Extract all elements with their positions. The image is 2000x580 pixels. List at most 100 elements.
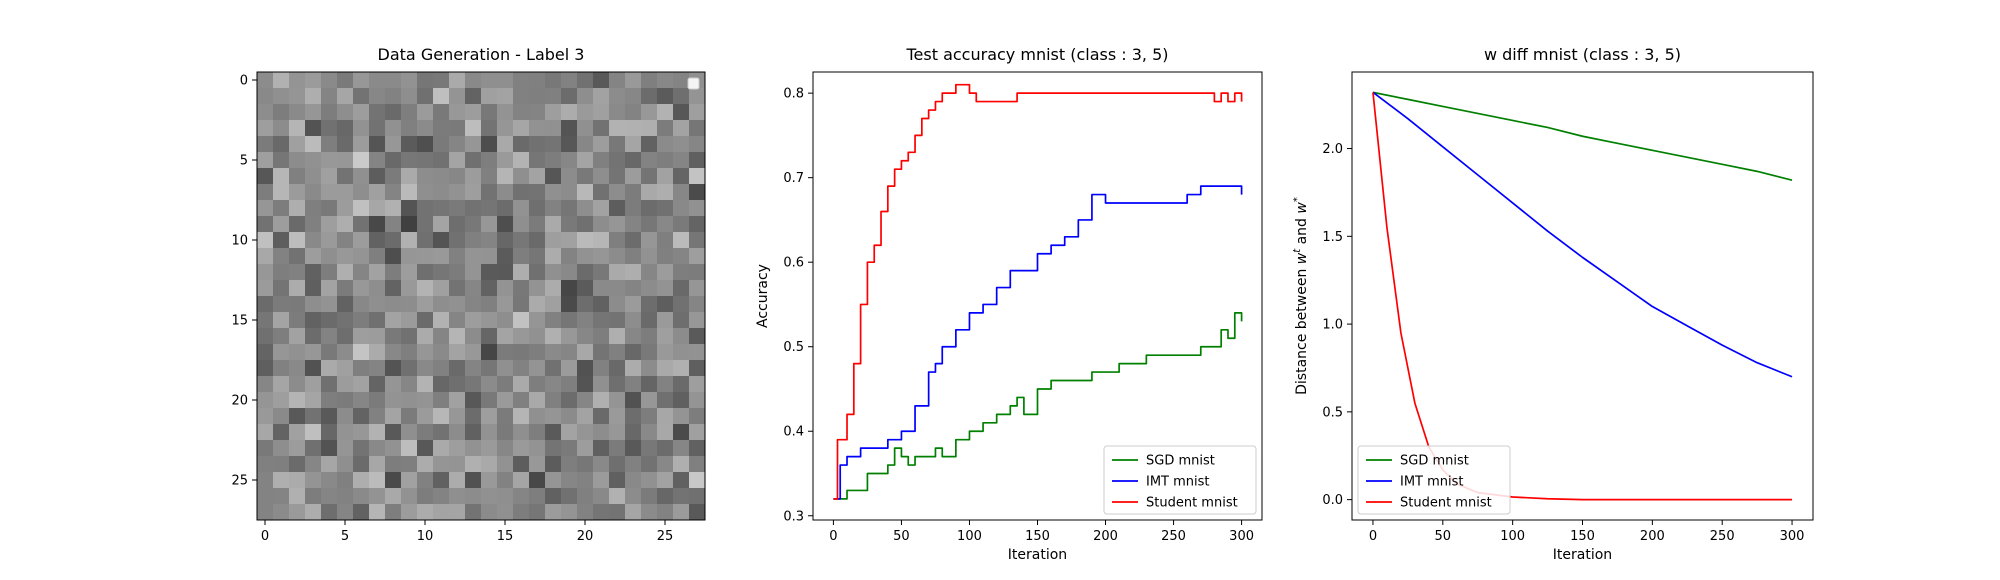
heatmap-cell bbox=[417, 440, 434, 457]
heatmap-cell bbox=[401, 152, 418, 169]
heatmap-cell bbox=[321, 264, 338, 281]
heatmap-cell bbox=[593, 488, 610, 505]
heatmap-cell bbox=[481, 456, 498, 473]
heatmap-cell bbox=[529, 504, 546, 521]
heatmap-cell bbox=[337, 248, 354, 265]
heatmap-cell bbox=[305, 216, 322, 233]
heatmap-cell bbox=[465, 440, 482, 457]
heatmap-cell bbox=[401, 360, 418, 377]
heatmap-cell bbox=[497, 216, 514, 233]
heatmap-cell bbox=[529, 392, 546, 409]
heatmap-cell bbox=[545, 312, 562, 329]
heatmap-cell bbox=[465, 312, 482, 329]
heatmap-cell bbox=[609, 104, 626, 121]
heatmap-cell bbox=[641, 360, 658, 377]
heatmap-cell bbox=[257, 216, 274, 233]
heatmap-cell bbox=[465, 200, 482, 217]
heatmap-cell bbox=[641, 136, 658, 153]
legend: SGD mnist IMT mnist Student mnist bbox=[1103, 445, 1257, 515]
heatmap-cell bbox=[641, 504, 658, 521]
heatmap-cell bbox=[609, 200, 626, 217]
heatmap-cell bbox=[625, 424, 642, 441]
heatmap-cell bbox=[449, 120, 466, 137]
heatmap-cell bbox=[353, 328, 370, 345]
heatmap-cell bbox=[513, 232, 530, 249]
heatmap-cell bbox=[401, 72, 418, 89]
heatmap-cell bbox=[529, 152, 546, 169]
heatmap-cell bbox=[561, 88, 578, 105]
heatmap-cell bbox=[513, 152, 530, 169]
heatmap-cell bbox=[337, 232, 354, 249]
x-tick-label: 250 bbox=[1710, 529, 1735, 544]
heatmap-cell bbox=[561, 344, 578, 361]
heatmap-cell bbox=[385, 328, 402, 345]
heatmap-cell bbox=[673, 424, 690, 441]
heatmap-cell bbox=[609, 152, 626, 169]
heatmap-cell bbox=[385, 200, 402, 217]
heatmap-cell bbox=[497, 504, 514, 521]
heatmap-cell bbox=[689, 376, 706, 393]
heatmap-cell bbox=[449, 360, 466, 377]
heatmap-cell bbox=[401, 88, 418, 105]
heatmap-cell bbox=[481, 232, 498, 249]
heatmap-cell bbox=[385, 488, 402, 505]
heatmap-cell bbox=[449, 376, 466, 393]
heatmap-cell bbox=[257, 280, 274, 297]
heatmap-cell bbox=[273, 280, 290, 297]
heatmap-cell bbox=[369, 440, 386, 457]
heatmap-cell bbox=[449, 488, 466, 505]
heatmap-cell bbox=[657, 72, 674, 89]
heatmap-cell bbox=[385, 280, 402, 297]
heatmap-cell bbox=[529, 312, 546, 329]
heatmap-cell bbox=[449, 232, 466, 249]
heatmap-cell bbox=[289, 440, 306, 457]
heatmap-cell bbox=[561, 296, 578, 313]
heatmap-cell bbox=[513, 264, 530, 281]
heatmap-cell bbox=[401, 440, 418, 457]
heatmap-cell bbox=[577, 440, 594, 457]
heatmap-cell bbox=[657, 232, 674, 249]
heatmap-cell bbox=[673, 136, 690, 153]
heatmap-cell bbox=[513, 120, 530, 137]
heatmap-cell bbox=[609, 344, 626, 361]
heatmap-cell bbox=[577, 232, 594, 249]
heatmap-cell bbox=[481, 440, 498, 457]
heatmap-cell bbox=[369, 424, 386, 441]
heatmap-cell bbox=[449, 216, 466, 233]
heatmap-cell bbox=[449, 440, 466, 457]
heatmap-cell bbox=[449, 424, 466, 441]
heatmap-cell bbox=[689, 120, 706, 137]
heatmap-cell bbox=[257, 184, 274, 201]
heatmap-cell bbox=[369, 392, 386, 409]
heatmap-cell bbox=[641, 248, 658, 265]
heatmap-cell bbox=[385, 504, 402, 521]
heatmap-cell bbox=[337, 264, 354, 281]
heatmap-cell bbox=[641, 344, 658, 361]
x-tick-label: 0 bbox=[1369, 529, 1377, 544]
heatmap-cell bbox=[481, 184, 498, 201]
heatmap-cell bbox=[497, 424, 514, 441]
heatmap-cell bbox=[481, 328, 498, 345]
heatmap-cell bbox=[353, 360, 370, 377]
heatmap-cell bbox=[673, 312, 690, 329]
heatmap-cell bbox=[561, 472, 578, 489]
heatmap-cell bbox=[689, 440, 706, 457]
heatmap-cell bbox=[641, 264, 658, 281]
heatmap-cell bbox=[497, 184, 514, 201]
heatmap-cell bbox=[289, 88, 306, 105]
heatmap-cell bbox=[545, 200, 562, 217]
heatmap-cell bbox=[449, 472, 466, 489]
x-tick-label: 50 bbox=[893, 529, 910, 544]
heatmap-cell bbox=[273, 184, 290, 201]
heatmap-cell bbox=[289, 344, 306, 361]
heatmap-cell bbox=[289, 376, 306, 393]
heatmap-cell bbox=[593, 152, 610, 169]
heatmap-cell bbox=[657, 328, 674, 345]
heatmap-cell bbox=[481, 136, 498, 153]
heatmap-cell bbox=[353, 488, 370, 505]
heatmap-cell bbox=[257, 312, 274, 329]
heatmap-cell bbox=[273, 248, 290, 265]
heatmap-cell bbox=[641, 456, 658, 473]
heatmap-cell bbox=[625, 312, 642, 329]
heatmap-cell bbox=[689, 248, 706, 265]
